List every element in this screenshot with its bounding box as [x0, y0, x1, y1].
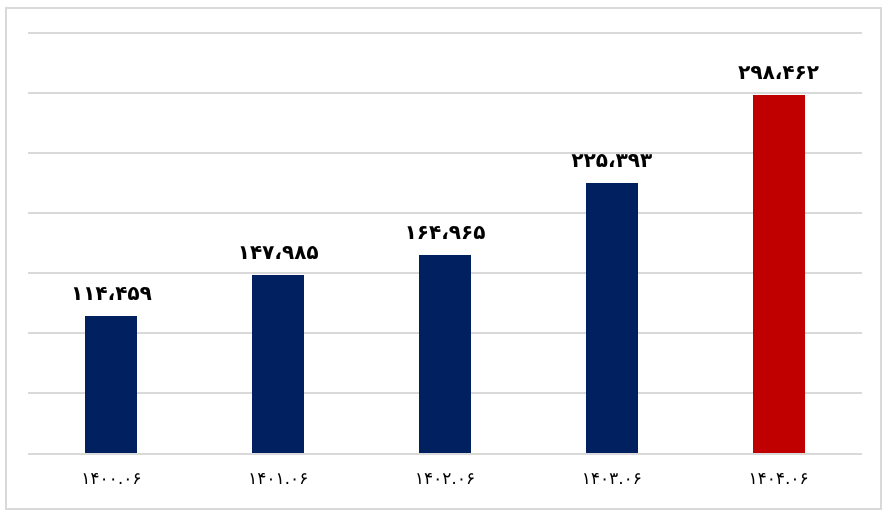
gridline	[28, 32, 862, 34]
gridline	[28, 92, 862, 94]
bar-4	[585, 182, 638, 453]
x-axis-line	[28, 453, 862, 455]
bar-2	[252, 275, 305, 453]
bar-3	[419, 255, 471, 453]
value-label-4: ۲۲۵،۳۹۳	[571, 147, 653, 172]
category-label-1: ۱۴۰۰.۰۶	[81, 469, 142, 489]
category-label-3: ۱۴۰۲.۰۶	[414, 469, 476, 489]
plot-area: ۱۱۴،۴۵۹ ۱۴۷،۹۸۵ ۱۶۴،۹۶۵ ۲۲۵،۳۹۳ ۲۹۸،۴۶۲	[28, 32, 862, 455]
bar-1	[85, 315, 138, 453]
chart-frame: ۱۱۴،۴۵۹ ۱۴۷،۹۸۵ ۱۶۴،۹۶۵ ۲۲۵،۳۹۳ ۲۹۸،۴۶۲ ۱۴۰۰…	[5, 7, 882, 510]
x-axis: ۱۴۰۰.۰۶ ۱۴۰۱.۰۶ ۱۴۰۲.۰۶ ۱۴۰۳.۰۶ ۱۴۰۴.۰۶	[28, 466, 862, 492]
value-label-3: ۱۶۴،۹۶۵	[404, 220, 486, 245]
value-label-2: ۱۴۷،۹۸۵	[237, 240, 319, 265]
category-label-4: ۱۴۰۳.۰۶	[581, 469, 642, 489]
value-label-5: ۲۹۸،۴۶۲	[738, 59, 820, 84]
gridline	[28, 152, 862, 154]
bar-5	[752, 94, 805, 453]
category-label-2: ۱۴۰۱.۰۶	[248, 469, 309, 489]
category-label-5: ۱۴۰۴.۰۶	[748, 469, 809, 489]
gridline	[28, 212, 862, 215]
value-label-1: ۱۱۴،۴۵۹	[70, 280, 152, 305]
